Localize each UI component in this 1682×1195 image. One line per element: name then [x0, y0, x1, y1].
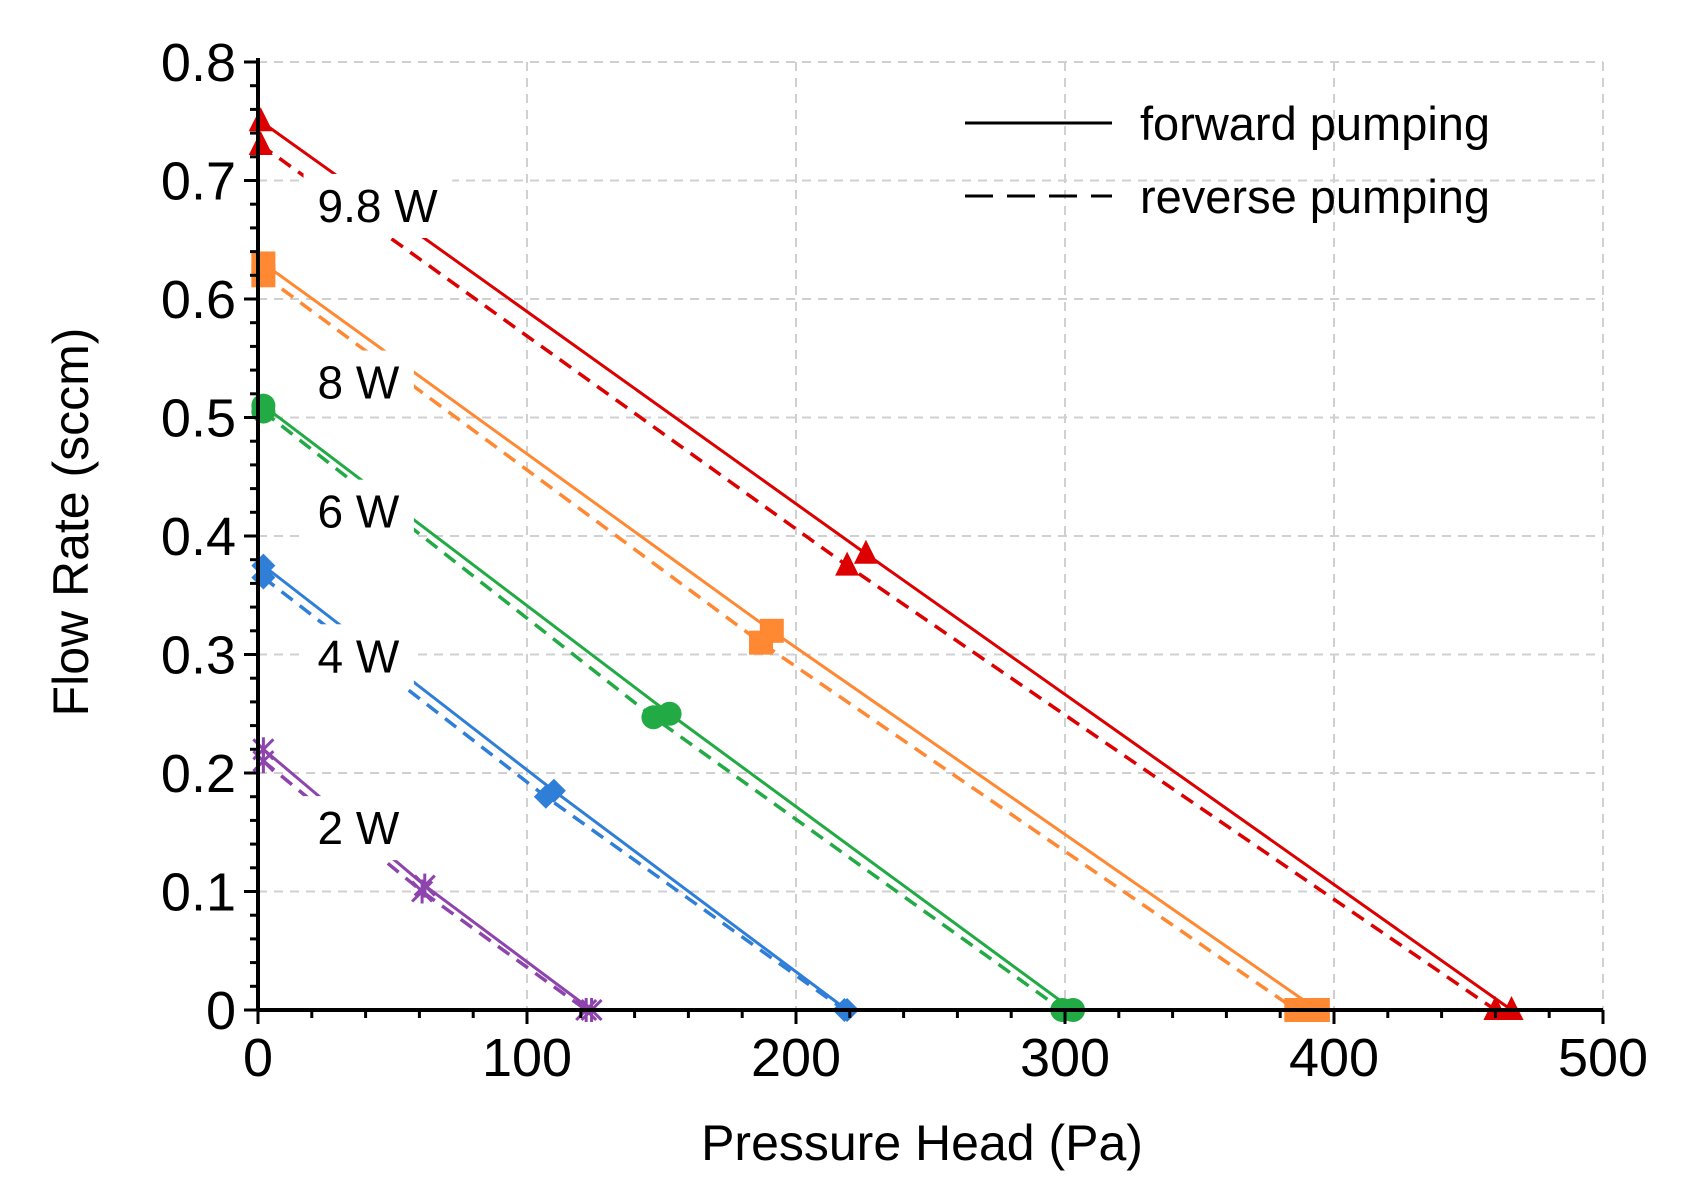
power-label-bg [303, 479, 414, 544]
triangle-marker [248, 107, 273, 132]
forward-line-9-8w [259, 120, 1513, 1012]
legend: forward pumping reverse pumping [965, 97, 1490, 223]
series-2w [252, 737, 603, 1022]
x-tick-label: 400 [1289, 1028, 1379, 1088]
power-label-4w: 4 W [318, 630, 400, 682]
y-tick-label: 0.6 [161, 270, 236, 330]
y-tick-label: 0.5 [161, 389, 236, 449]
power-label-2w: 2 W [318, 802, 400, 854]
x-tick-label: 0 [243, 1028, 273, 1088]
power-label-bg [303, 350, 414, 415]
triangle-marker [835, 551, 860, 576]
x-tick-label: 300 [1020, 1028, 1110, 1088]
y-tick-label: 0.2 [161, 744, 236, 804]
reverse-line-9-8w [259, 143, 1497, 1012]
x-marker [411, 879, 434, 904]
circle-marker [251, 399, 276, 424]
power-label-8w: 8 W [318, 357, 400, 409]
power-label-bg [303, 624, 414, 689]
y-tick-label: 0.1 [161, 863, 236, 923]
triangle-marker [248, 130, 273, 155]
y-tick-label: 0.7 [161, 152, 236, 212]
power-labels: 9.8 W 8 W 6 W 4 W 2 W [303, 173, 453, 861]
diamond-marker [533, 784, 558, 809]
power-label-9-8w: 9.8 W [318, 180, 439, 232]
y-tick-label: 0.4 [161, 507, 236, 567]
series-8w [251, 251, 1330, 1022]
power-label-bg [303, 796, 414, 861]
power-label-bg [303, 173, 453, 238]
x-tick-label: 100 [482, 1028, 572, 1088]
series-group [248, 107, 1524, 1022]
y-axis-title: Flow Rate (sccm) [43, 328, 99, 717]
x-axis-title: Pressure Head (Pa) [701, 1115, 1143, 1171]
circle-marker [641, 705, 666, 730]
x-tick-label: 200 [751, 1028, 841, 1088]
square-marker [749, 630, 774, 655]
grid [258, 61, 1604, 1010]
y-tick-label: 0.3 [161, 626, 236, 686]
y-tick-label: 0.8 [161, 33, 236, 93]
y-tick-label: 0 [206, 981, 236, 1041]
x-tick-label: 500 [1558, 1028, 1648, 1088]
axes: 0 100 200 300 400 500 0 0.1 0.2 0.3 0.4 0.5 0.6 0.7 0.… [161, 33, 1648, 1088]
series-9-8w [248, 107, 1524, 1020]
legend-reverse-label: reverse pumping [1140, 170, 1490, 223]
power-label-6w: 6 W [318, 486, 400, 538]
triangle-marker [853, 539, 878, 564]
legend-forward-label: forward pumping [1140, 97, 1490, 150]
